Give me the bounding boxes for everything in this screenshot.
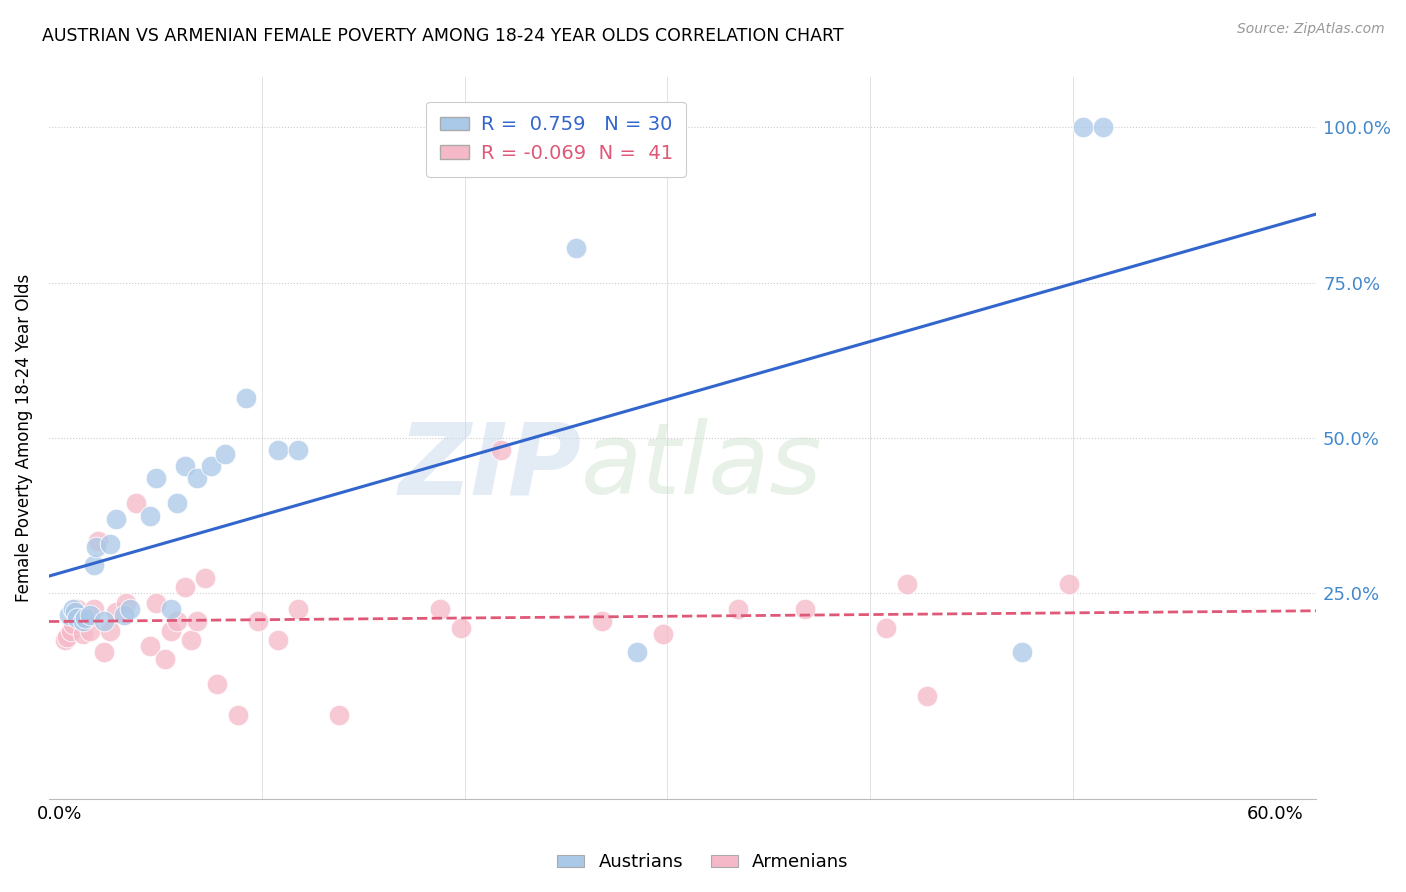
Point: [267, 443, 290, 458]
Point: [125, 496, 148, 510]
Point: [93, 645, 115, 659]
Point: [153, 651, 176, 665]
Point: [159, 624, 181, 638]
Point: [267, 633, 290, 648]
Point: [173, 458, 195, 473]
Point: [139, 508, 162, 523]
Point: [166, 496, 188, 510]
Point: [194, 571, 217, 585]
Legend: R =  0.759   N = 30, R = -0.069  N =  41: R = 0.759 N = 30, R = -0.069 N = 41: [426, 102, 686, 177]
Point: [145, 596, 167, 610]
Point: [145, 471, 167, 485]
Point: [875, 621, 897, 635]
Point: [86, 533, 108, 548]
Point: [62, 617, 84, 632]
Point: [66, 602, 89, 616]
Point: [186, 471, 208, 485]
Y-axis label: Female Poverty Among 18-24 Year Olds: Female Poverty Among 18-24 Year Olds: [15, 274, 32, 602]
Point: [1071, 120, 1094, 135]
Text: atlas: atlas: [581, 418, 823, 516]
Point: [159, 602, 181, 616]
Point: [75, 611, 97, 625]
Text: ZIP: ZIP: [398, 418, 581, 516]
Point: [180, 633, 202, 648]
Point: [93, 615, 115, 629]
Point: [915, 689, 938, 703]
Point: [104, 512, 127, 526]
Point: [58, 608, 80, 623]
Point: [79, 608, 101, 623]
Point: [115, 596, 138, 610]
Point: [200, 458, 222, 473]
Point: [207, 676, 229, 690]
Text: AUSTRIAN VS ARMENIAN FEMALE POVERTY AMONG 18-24 YEAR OLDS CORRELATION CHART: AUSTRIAN VS ARMENIAN FEMALE POVERTY AMON…: [42, 27, 844, 45]
Point: [1092, 120, 1115, 135]
Point: [72, 627, 94, 641]
Point: [139, 639, 162, 653]
Point: [173, 580, 195, 594]
Point: [83, 558, 105, 573]
Point: [214, 446, 236, 460]
Point: [794, 602, 817, 616]
Point: [565, 241, 588, 255]
Point: [72, 615, 94, 629]
Point: [66, 611, 89, 625]
Point: [65, 608, 87, 623]
Point: [235, 391, 257, 405]
Point: [112, 608, 135, 623]
Point: [429, 602, 451, 616]
Point: [104, 605, 127, 619]
Point: [65, 605, 87, 619]
Point: [652, 627, 675, 641]
Point: [287, 443, 309, 458]
Point: [120, 602, 142, 616]
Point: [226, 707, 249, 722]
Point: [1011, 645, 1033, 659]
Point: [246, 615, 269, 629]
Point: [727, 602, 749, 616]
Point: [186, 615, 208, 629]
Point: [98, 536, 121, 550]
Point: [56, 630, 79, 644]
Point: [591, 615, 613, 629]
Point: [626, 645, 648, 659]
Point: [166, 615, 188, 629]
Point: [98, 624, 121, 638]
Point: [1057, 577, 1080, 591]
Point: [60, 624, 83, 638]
Point: [896, 577, 918, 591]
Legend: Austrians, Armenians: Austrians, Armenians: [550, 847, 856, 879]
Point: [53, 633, 76, 648]
Point: [287, 602, 309, 616]
Text: Source: ZipAtlas.com: Source: ZipAtlas.com: [1237, 22, 1385, 37]
Point: [328, 707, 350, 722]
Point: [84, 540, 107, 554]
Point: [62, 602, 84, 616]
Point: [79, 624, 101, 638]
Point: [489, 443, 512, 458]
Point: [450, 621, 472, 635]
Point: [83, 602, 105, 616]
